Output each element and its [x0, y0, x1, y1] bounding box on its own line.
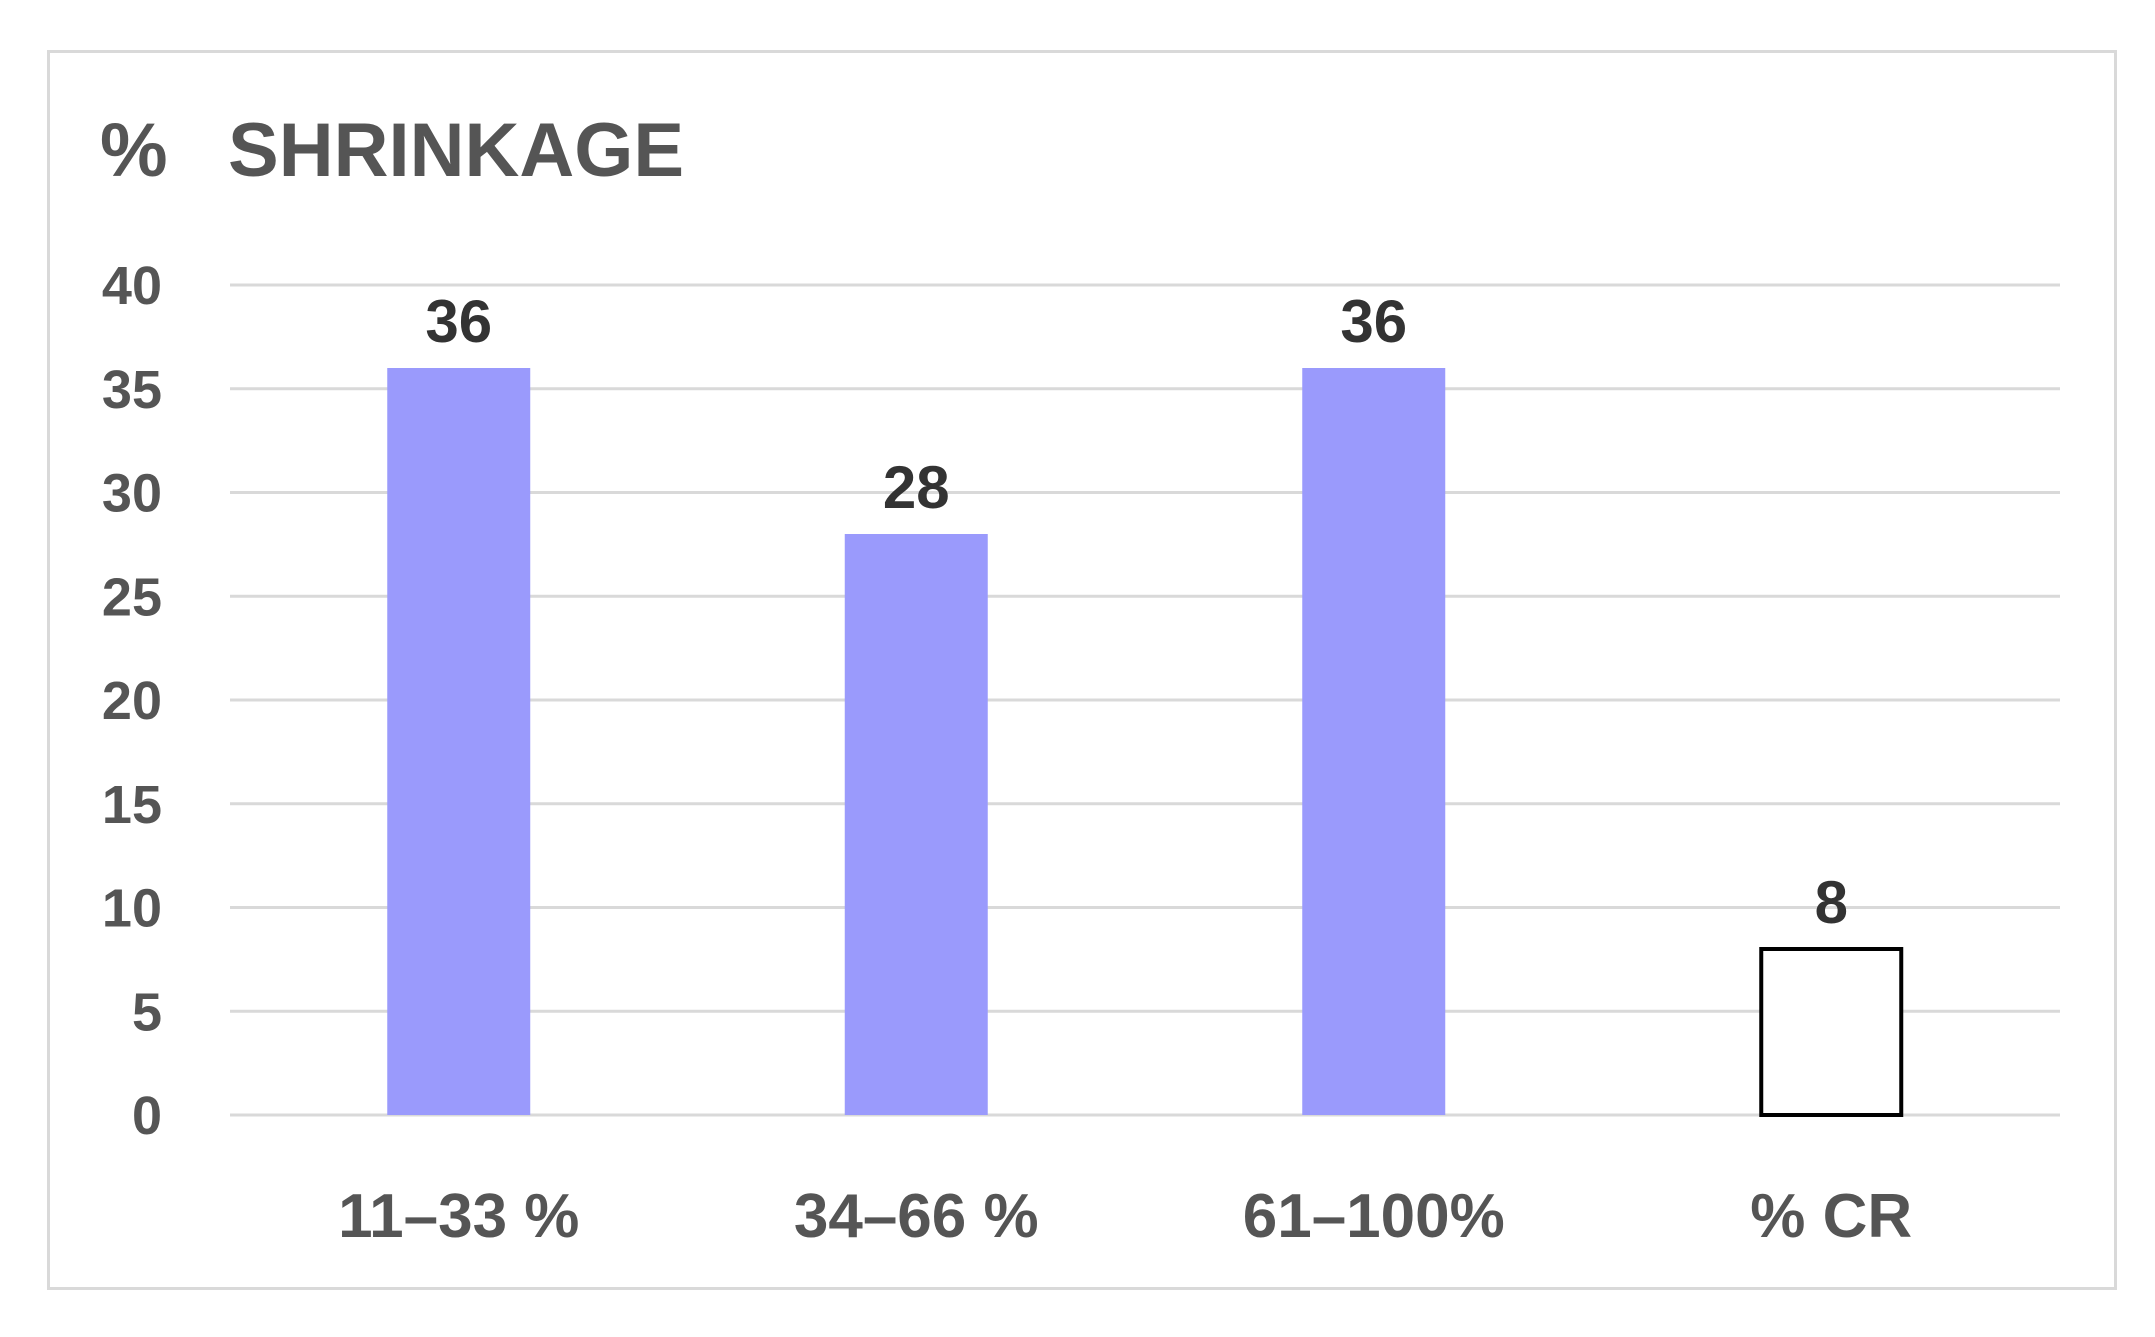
- y-tick-label-40: 40: [102, 256, 162, 316]
- value-label-2: 28: [883, 454, 950, 521]
- y-tick-label-15: 15: [102, 775, 162, 835]
- bar-4: [1759, 947, 1904, 1117]
- y-tick-label-20: 20: [102, 671, 162, 731]
- y-tick-label-5: 5: [132, 982, 162, 1042]
- y-tick-label-30: 30: [102, 464, 162, 524]
- y-axis-ticks: 0 5 10 15 20 25 30 35 40: [102, 256, 162, 1146]
- chart-title: SHRINKAGE: [228, 108, 684, 193]
- value-label-4: 8: [1815, 869, 1848, 936]
- bar-3: [1302, 368, 1446, 1115]
- category-label-2: 34–66 %: [794, 1182, 1039, 1251]
- chart-title-prefix: %: [100, 108, 168, 193]
- y-tick-label-10: 10: [102, 879, 162, 939]
- x-axis-categories: 11–33 % 34–66 % 61–100% % CR: [338, 1182, 1912, 1251]
- value-label-1: 36: [425, 288, 492, 355]
- category-label-3: 61–100%: [1243, 1182, 1505, 1251]
- value-label-3: 36: [1340, 288, 1407, 355]
- y-tick-label-25: 25: [102, 567, 162, 627]
- value-labels: 36 28 36 8: [425, 288, 1848, 936]
- y-tick-label-0: 0: [132, 1086, 162, 1146]
- y-tick-label-35: 35: [102, 360, 162, 420]
- category-label-1: 11–33 %: [338, 1182, 579, 1251]
- gridlines: [230, 283, 2060, 1117]
- category-label-4: % CR: [1750, 1182, 1912, 1251]
- bars: [387, 368, 1904, 1117]
- bar-2: [844, 534, 988, 1115]
- bar-1: [387, 368, 531, 1115]
